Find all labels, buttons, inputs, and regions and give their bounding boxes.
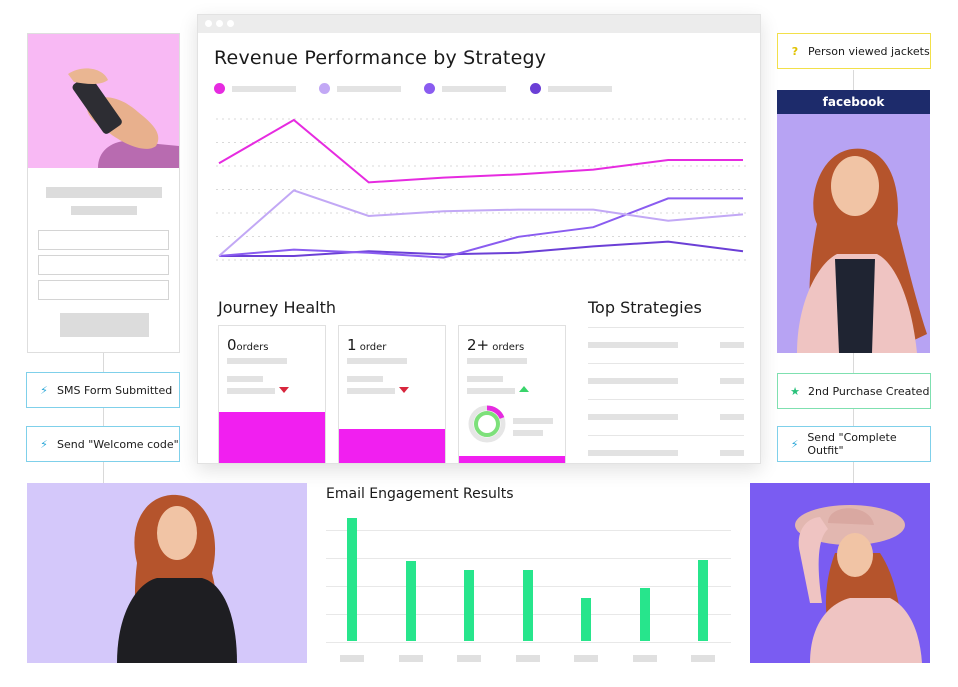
- series-line-2: [218, 197, 743, 259]
- window-dot: [216, 20, 223, 27]
- person-viewed-jackets-trigger[interactable]: ? Person viewed jackets: [777, 33, 931, 69]
- legend-label-placeholder: [232, 86, 296, 92]
- email-bar: [698, 559, 708, 641]
- order-count-label: 1 order: [347, 336, 387, 354]
- email-bar-label-placeholder: [632, 655, 657, 662]
- sms-form-submitted-trigger[interactable]: ⚡ SMS Form Submitted: [26, 372, 180, 408]
- email-bar-label-placeholder: [515, 655, 540, 662]
- trend-down-icon: [279, 387, 289, 393]
- trigger-label: Send "Complete Outfit": [807, 431, 897, 457]
- trend-up-icon: [519, 386, 529, 392]
- trend-down-icon: [399, 387, 409, 393]
- legend-label-placeholder: [548, 86, 612, 92]
- trigger-label: SMS Form Submitted: [57, 383, 173, 397]
- series-line-0: [218, 118, 743, 184]
- gridline: [326, 530, 731, 531]
- legend-label-placeholder: [442, 86, 506, 92]
- legend-marker: [424, 83, 435, 94]
- email-bar: [522, 569, 533, 641]
- legend-label-placeholder: [337, 86, 401, 92]
- gridline: [326, 558, 731, 559]
- revenue-line-chart: [216, 118, 746, 261]
- email-engagement-title: Email Engagement Results: [326, 486, 514, 502]
- journey-health-title: Journey Health: [218, 298, 337, 317]
- top-strategies-title: Top Strategies: [588, 298, 702, 317]
- progress-fill: [339, 429, 445, 463]
- series-line-1: [218, 189, 744, 257]
- window-dot: [227, 20, 234, 27]
- window-dot: [205, 20, 212, 27]
- email-bar: [581, 597, 591, 641]
- order-count-label: 0orders: [227, 336, 269, 354]
- send-welcome-code-trigger[interactable]: ⚡ Send "Welcome code": [26, 426, 180, 462]
- send-complete-outfit-trigger[interactable]: ⚡ Send "Complete Outfit": [777, 426, 931, 462]
- dashboard-window: Revenue Performance by Strategy Journey …: [197, 14, 761, 464]
- lightning-icon: ⚡: [40, 383, 48, 397]
- journey-card-1-order[interactable]: 1 order: [338, 325, 446, 463]
- star-icon: ★: [790, 384, 800, 398]
- email-bar-label-placeholder: [691, 655, 715, 662]
- email-bar: [347, 517, 357, 641]
- chart-title: Revenue Performance by Strategy: [214, 47, 547, 69]
- hand-holding-phone-image: [28, 34, 179, 168]
- strategy-row: [588, 450, 678, 456]
- facebook-ad-card: facebook: [777, 90, 930, 353]
- strategy-row: [588, 378, 678, 384]
- email-bar-label-placeholder: [398, 655, 423, 662]
- email-bar-chart: [326, 500, 731, 665]
- email-bar: [464, 569, 474, 641]
- legend-marker: [319, 83, 330, 94]
- journey-card-2plus-orders[interactable]: 2+ orders: [458, 325, 566, 463]
- form-input-3[interactable]: [38, 280, 169, 300]
- gridline: [326, 642, 731, 643]
- question-mark-icon: ?: [791, 44, 799, 58]
- strategy-row: [588, 342, 678, 348]
- trigger-label: Person viewed jackets: [808, 44, 930, 58]
- form-submit-button[interactable]: [60, 313, 149, 337]
- order-count-label: 2+ orders: [467, 336, 525, 354]
- journey-card-0-orders[interactable]: 0orders: [218, 325, 326, 463]
- woman-in-hat-image: [750, 483, 930, 663]
- window-titlebar: [198, 15, 760, 33]
- trigger-label: 2nd Purchase Created: [808, 384, 930, 398]
- lightning-icon: ⚡: [40, 437, 48, 451]
- email-bar-label-placeholder: [457, 655, 481, 662]
- trigger-label: Send "Welcome code": [57, 437, 179, 451]
- woman-in-pink-coat-image: [777, 114, 930, 353]
- signup-form-card: [27, 33, 180, 353]
- progress-fill: [219, 412, 325, 463]
- legend-marker: [214, 83, 225, 94]
- email-bar-label-placeholder: [574, 655, 598, 662]
- progress-fill: [459, 456, 565, 463]
- form-heading-placeholder: [46, 187, 162, 198]
- lightning-icon: ⚡: [790, 437, 799, 451]
- form-input-1[interactable]: [38, 230, 169, 250]
- series-line-3: [219, 240, 744, 257]
- email-bar-label-placeholder: [340, 655, 364, 662]
- email-bar: [639, 587, 650, 641]
- legend-marker: [530, 83, 541, 94]
- email-bar: [405, 560, 416, 641]
- form-subheading-placeholder: [71, 206, 137, 215]
- second-purchase-created-trigger[interactable]: ★ 2nd Purchase Created: [777, 373, 931, 409]
- form-input-2[interactable]: [38, 255, 169, 275]
- smiling-woman-image: [27, 483, 307, 663]
- facebook-header: facebook: [777, 90, 930, 114]
- strategy-row: [588, 414, 678, 420]
- donut-progress-icon: [468, 405, 506, 443]
